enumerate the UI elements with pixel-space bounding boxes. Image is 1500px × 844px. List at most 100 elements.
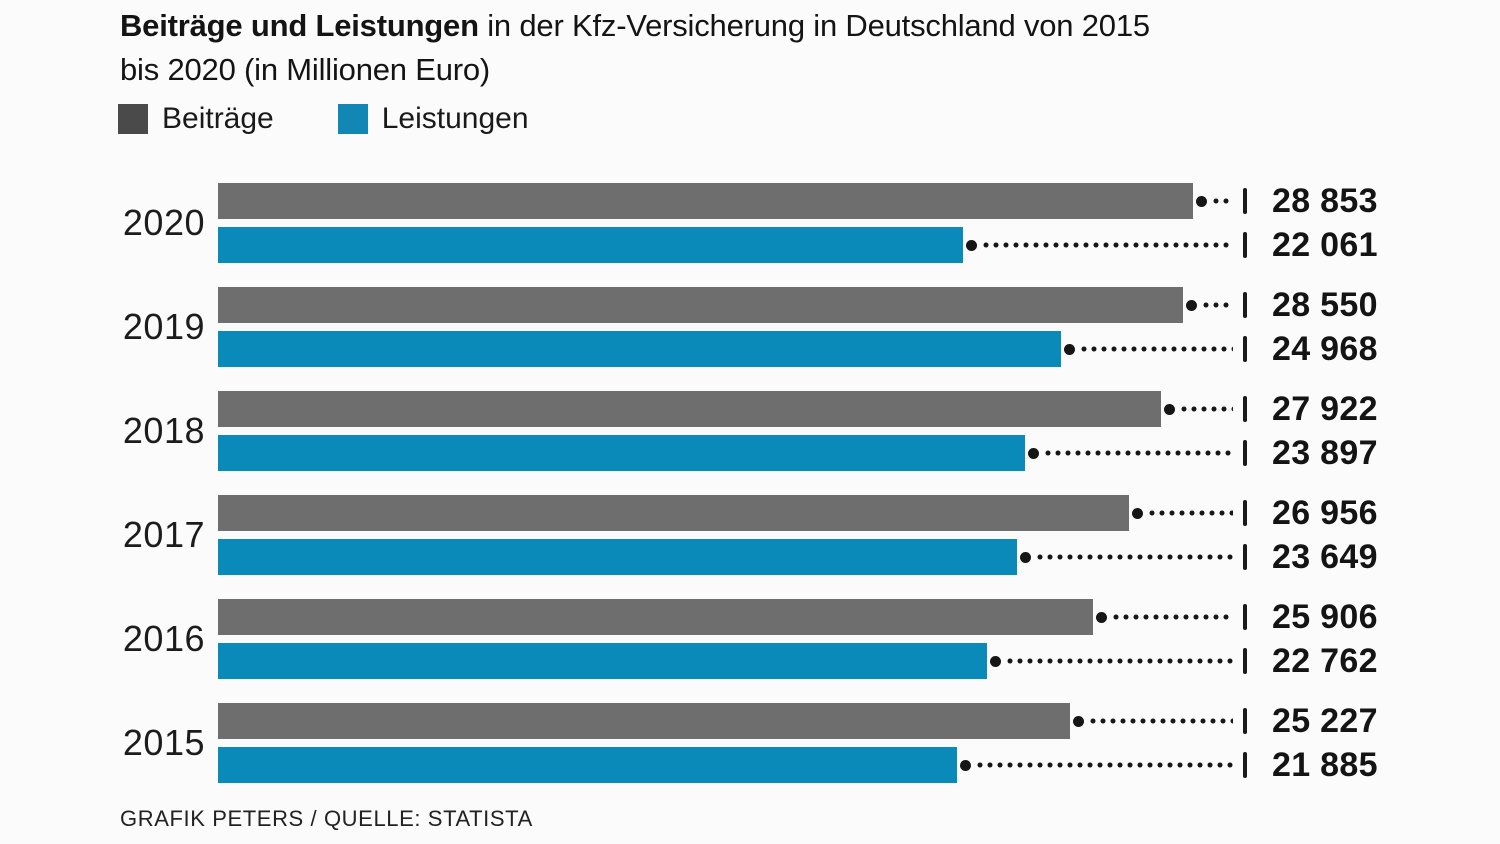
leistungen-bar [218, 747, 958, 783]
dotted-line [1004, 643, 1233, 679]
leistungen-swatch-icon [337, 104, 368, 134]
year-group-2015: 2015 25 227 21 885 [0, 703, 1500, 783]
leistungen-bar [218, 643, 987, 679]
leader-line [1073, 703, 1233, 739]
axis-tick-icon [1243, 292, 1247, 318]
axis-tick-icon [1243, 648, 1247, 674]
beitraege-swatch-icon [118, 104, 148, 134]
year-label: 2015 [122, 722, 205, 763]
end-dot-icon [1028, 447, 1040, 459]
beitraege-bar [218, 599, 1094, 635]
end-dot-icon [1064, 343, 1076, 355]
end-dot-icon [966, 239, 978, 251]
leistungen-bar [218, 331, 1062, 367]
year-label: 2020 [122, 202, 205, 243]
legend-item-leistungen: Leistungen [337, 102, 529, 136]
year-label: 2017 [122, 514, 205, 555]
title-line-2: bis 2020 (in Millionen Euro) [120, 52, 491, 87]
year-group-2020: 2020 28 853 22 061 [0, 183, 1500, 263]
leistungen-value: 22 061 [1272, 226, 1378, 264]
axis-tick-icon [1243, 752, 1247, 778]
axis-tick-icon [1243, 232, 1247, 258]
page-title: Beiträge und Leistungen in der Kfz-Versi… [120, 4, 1150, 92]
leader-line [1064, 331, 1233, 367]
leader-line [989, 643, 1233, 679]
axis-tick-icon [1243, 500, 1247, 526]
year-group-2018: 2018 27 922 23 897 [0, 391, 1500, 471]
dotted-line [1200, 287, 1233, 323]
year-label: 2018 [122, 410, 205, 451]
end-dot-icon [1073, 715, 1085, 727]
dotted-line [1210, 183, 1233, 219]
end-dot-icon [1131, 507, 1143, 519]
dotted-line [1034, 539, 1233, 575]
bar-track: 25 906 22 762 [218, 599, 1377, 679]
axis-tick-icon [1243, 188, 1247, 214]
leistungen-value: 21 885 [1272, 746, 1378, 784]
leistungen-bar [218, 227, 964, 263]
beitraege-value: 27 922 [1272, 390, 1378, 428]
legend-label-beitraege: Beiträge [162, 102, 274, 135]
leader-line [1164, 391, 1233, 427]
leistungen-subrow: 23 897 [218, 435, 1377, 471]
leader-line [1028, 435, 1233, 471]
beitraege-value: 25 906 [1272, 598, 1378, 636]
beitraege-bar [218, 391, 1162, 427]
leistungen-value: 23 649 [1272, 538, 1378, 576]
end-dot-icon [960, 759, 972, 771]
end-dot-icon [1164, 403, 1176, 415]
beitraege-subrow: 25 906 [218, 599, 1377, 635]
end-dot-icon [1096, 611, 1108, 623]
title-rest: in der Kfz-Versicherung in Deutschland v… [478, 8, 1150, 43]
leistungen-value: 22 762 [1272, 642, 1378, 680]
leistungen-subrow: 22 762 [218, 643, 1377, 679]
beitraege-bar [218, 703, 1071, 739]
dotted-line [1146, 495, 1233, 531]
leistungen-value: 24 968 [1272, 330, 1378, 368]
year-label: 2019 [122, 306, 205, 347]
end-dot-icon [1019, 551, 1031, 563]
axis-tick-icon [1243, 396, 1247, 422]
beitraege-value: 26 956 [1272, 494, 1378, 532]
leistungen-subrow: 21 885 [218, 747, 1377, 783]
dotted-line [1111, 599, 1233, 635]
year-group-2016: 2016 25 906 22 762 [0, 599, 1500, 679]
end-dot-icon [1185, 299, 1197, 311]
leader-line [966, 227, 1233, 263]
leistungen-subrow: 23 649 [218, 539, 1377, 575]
axis-tick-icon [1243, 708, 1247, 734]
title-bold: Beiträge und Leistungen [120, 8, 479, 43]
axis-tick-icon [1243, 336, 1247, 362]
beitraege-subrow: 25 227 [218, 703, 1377, 739]
leistungen-value: 23 897 [1272, 434, 1378, 472]
dotted-line [981, 227, 1233, 263]
beitraege-bar [218, 287, 1183, 323]
leader-line [960, 747, 1233, 783]
leistungen-bar [218, 539, 1017, 575]
source-credit: GRAFIK PETERS / QUELLE: STATISTA [120, 806, 533, 831]
beitraege-value: 28 550 [1272, 286, 1378, 324]
beitraege-bar [218, 183, 1193, 219]
axis-tick-icon [1243, 544, 1247, 570]
dotted-line [1179, 391, 1233, 427]
year-group-2017: 2017 26 956 23 649 [0, 495, 1500, 575]
beitraege-subrow: 27 922 [218, 391, 1377, 427]
legend-label-leistungen: Leistungen [381, 102, 529, 135]
leader-line [1096, 599, 1233, 635]
leistungen-bar [218, 435, 1026, 471]
year-group-2019: 2019 28 550 24 968 [0, 287, 1500, 367]
beitraege-subrow: 28 853 [218, 183, 1377, 219]
beitraege-subrow: 28 550 [218, 287, 1377, 323]
beitraege-bar [218, 495, 1129, 531]
beitraege-value: 28 853 [1272, 182, 1378, 220]
bar-track: 28 550 24 968 [218, 287, 1377, 367]
leader-line [1195, 183, 1233, 219]
dotted-line [975, 747, 1233, 783]
dotted-line [1043, 435, 1233, 471]
leader-line [1185, 287, 1233, 323]
end-dot-icon [989, 655, 1001, 667]
leistungen-subrow: 24 968 [218, 331, 1377, 367]
leader-line [1019, 539, 1233, 575]
axis-tick-icon [1243, 440, 1247, 466]
axis-tick-icon [1243, 604, 1247, 630]
